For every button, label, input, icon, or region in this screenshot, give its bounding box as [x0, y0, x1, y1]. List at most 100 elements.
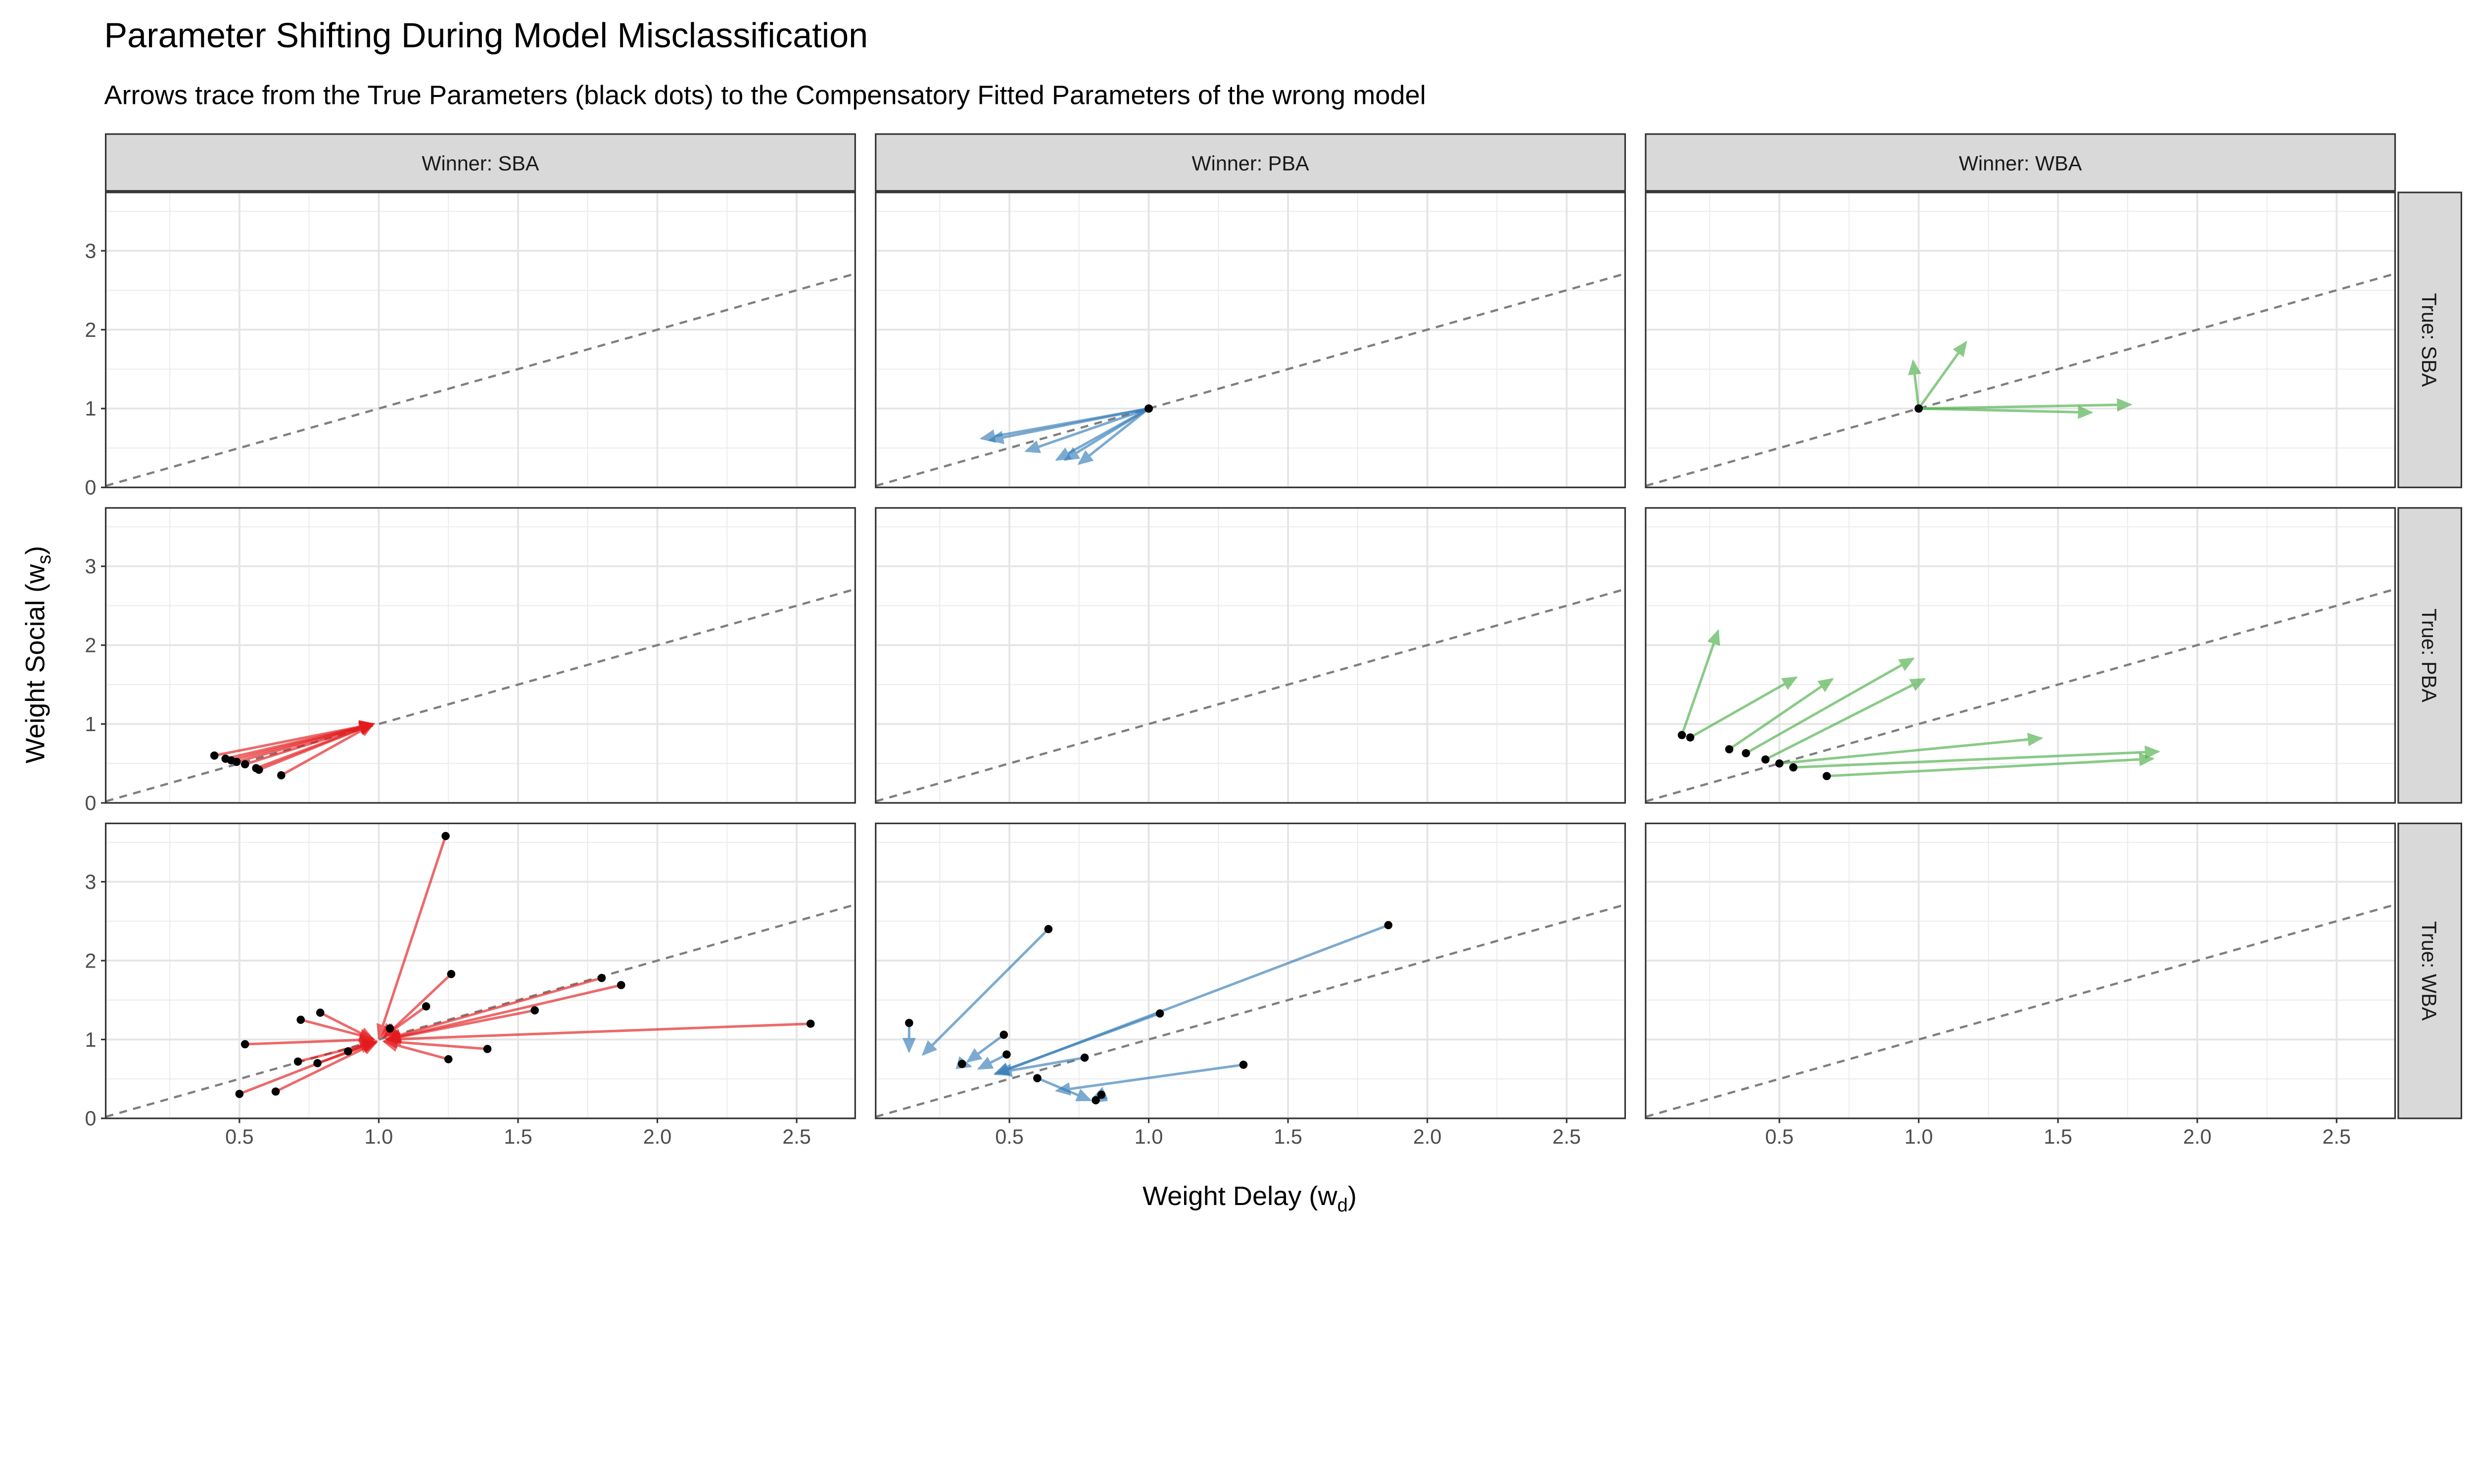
arrow-head	[1077, 450, 1094, 465]
arrow-shaft	[378, 835, 447, 1039]
arrow	[966, 1033, 1005, 1063]
true-parameter-point	[1092, 1096, 1100, 1105]
arrow	[1024, 407, 1149, 453]
true-parameter-point	[447, 970, 456, 978]
x-tick-label: 1.5	[2044, 1125, 2072, 1148]
x-tick-label: 2.0	[1413, 1125, 1442, 1148]
arrow-head	[1781, 676, 1798, 690]
chart-subtitle: Arrows trace from the True Parameters (b…	[104, 80, 1426, 110]
true-parameter-point	[235, 1090, 244, 1098]
true-parameter-point	[240, 1040, 249, 1049]
arrow-head	[2078, 405, 2093, 419]
true-parameter-point	[1822, 772, 1831, 781]
arrow-shaft	[1728, 678, 1833, 750]
true-parameter-point	[1033, 1074, 1042, 1082]
true-parameter-point	[483, 1045, 492, 1053]
arrow-shaft	[1764, 678, 1925, 761]
arrow-head	[1707, 629, 1720, 646]
column-strip-label: Winner: PBA	[1192, 151, 1310, 175]
y-tick-label: 2	[85, 949, 96, 972]
panel-background	[1645, 192, 2395, 488]
y-tick-label: 1	[85, 712, 96, 736]
panel-border	[875, 191, 1626, 488]
y-axis-title: Weight Social (ws)	[20, 546, 55, 763]
arrow-shaft	[1779, 737, 2042, 765]
arrow-shaft	[998, 1056, 1085, 1074]
reference-line	[875, 273, 1625, 487]
true-parameter-point	[1044, 925, 1053, 933]
arrow-head	[921, 1040, 938, 1056]
true-parameter-point	[313, 1059, 322, 1067]
y-axis-title-close: )	[20, 546, 50, 555]
panel-pba-winner-pba-true	[875, 507, 1626, 804]
arrow-head	[977, 1056, 994, 1070]
true-parameter-point	[597, 974, 606, 982]
true-parameter-point	[316, 1008, 325, 1017]
reference-line	[1645, 588, 2395, 803]
arrow-head	[988, 431, 1004, 444]
arrow	[1826, 752, 2155, 778]
true-parameter-point	[1144, 404, 1153, 413]
panel-background	[105, 192, 856, 488]
true-parameter-point	[1742, 749, 1750, 757]
true-parameter-point	[233, 757, 241, 766]
x-tick-label: 2.0	[2183, 1125, 2212, 1148]
arrow	[921, 928, 1049, 1056]
arrow-shaft	[990, 407, 1149, 442]
true-parameter-point	[1677, 731, 1686, 740]
arrow-shaft	[386, 976, 602, 1040]
panel-sba-winner-wba-true: 0 1 2 3 0.5 1.0 1.5 2.0 2.5	[85, 822, 856, 1148]
x-tick-label: 2.5	[2323, 1125, 2351, 1148]
true-parameter-point	[210, 751, 219, 760]
arrow	[1689, 676, 1798, 739]
x-tick-label: 0.5	[995, 1125, 1024, 1148]
arrow-shaft	[386, 1009, 535, 1041]
x-tick-label: 2.5	[1552, 1125, 1581, 1148]
true-parameter-point	[1097, 1090, 1106, 1099]
arrow-shaft	[244, 723, 374, 766]
arrow	[1680, 629, 1720, 736]
panel-wba-winner-pba-true: True: PBA	[1645, 507, 2463, 804]
true-parameter-point	[344, 1047, 352, 1056]
panel-border	[1645, 822, 2396, 1119]
true-parameter-point	[1155, 1009, 1164, 1018]
true-parameter-point	[1725, 745, 1734, 753]
arrow-head	[2027, 733, 2044, 746]
chart-title: Parameter Shifting During Model Misclass…	[104, 16, 868, 55]
panel-border	[1645, 191, 2396, 488]
true-parameter-point	[293, 1057, 302, 1066]
arrow-shaft	[1793, 750, 2159, 769]
arrow-shaft	[383, 973, 452, 1038]
arrow-head	[1075, 1089, 1093, 1102]
row-strip	[2397, 507, 2463, 804]
x-tick-label: 1.0	[1135, 1125, 1163, 1148]
arrow-shaft	[995, 1012, 1160, 1075]
arrow-head	[2117, 398, 2133, 412]
panel-border	[875, 822, 1626, 1119]
x-tick-label: 2.5	[782, 1125, 811, 1148]
arrow-head	[361, 1042, 378, 1055]
column-strip	[875, 133, 1626, 192]
true-parameter-point	[999, 1030, 1008, 1039]
panel-background	[1645, 823, 2395, 1118]
y-axis-title-main: Weight Social (w	[20, 564, 50, 763]
x-tick-label: 0.5	[225, 1125, 254, 1148]
y-axis-title-sub: s	[34, 555, 55, 564]
y-tick-label: 2	[85, 318, 96, 341]
y-tick-label: 2	[85, 634, 96, 657]
arrow	[1077, 407, 1150, 465]
arrow	[1793, 745, 2160, 769]
reference-line	[105, 588, 856, 803]
arrow-shaft	[1056, 1063, 1244, 1092]
arrow	[977, 1053, 1007, 1070]
column-strip-label: Winner: WBA	[1959, 151, 2082, 175]
true-parameter-point	[444, 1055, 453, 1064]
y-tick-label: 3	[85, 239, 96, 262]
true-parameter-point	[1686, 733, 1695, 742]
arrow	[275, 1041, 378, 1093]
arrow	[988, 407, 1149, 444]
true-parameter-point	[385, 1024, 394, 1033]
arrow-head	[1898, 657, 1915, 671]
column-strip	[1645, 133, 2396, 192]
arrow	[1037, 1077, 1093, 1102]
